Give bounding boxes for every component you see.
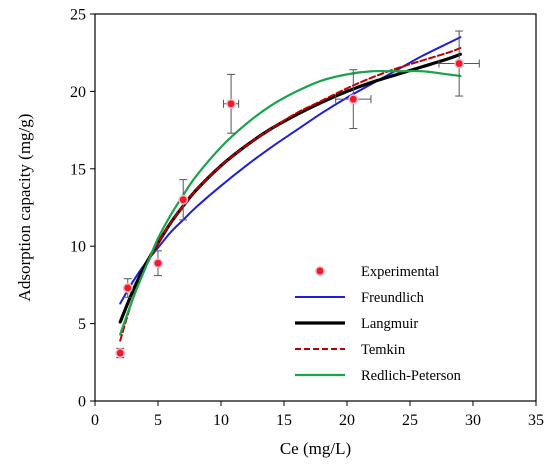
- plot-border: [94, 13, 537, 402]
- y-tick-label: 20: [70, 84, 86, 101]
- x-tick-label: 0: [91, 412, 99, 429]
- series-line-freundlich: [119, 36, 462, 305]
- x-tick-label: 30: [465, 412, 481, 429]
- data-point: [115, 348, 126, 358]
- data-point: [153, 258, 163, 269]
- y-tick-label: 0: [78, 394, 86, 411]
- axes: 0 5 10 15 20 25 30 35 0 5 10 15 20 25: [70, 7, 544, 430]
- error-bars: [116, 30, 480, 359]
- legend-marker-experimental: [315, 266, 325, 276]
- x-axis-title: Ce (mg/L): [280, 439, 351, 458]
- data-point: [122, 283, 133, 293]
- legend-label-redlich-peterson: Redlich-Peterson: [361, 368, 462, 384]
- y-tick-label: 5: [78, 316, 86, 333]
- data-point: [454, 58, 465, 69]
- x-tick-label: 5: [154, 412, 162, 429]
- legend-label-freundlich: Freundlich: [361, 290, 425, 306]
- data-point: [226, 98, 237, 109]
- y-tick-label: 10: [70, 239, 86, 256]
- series-lines: [118, 36, 462, 342]
- x-tick-label: 15: [276, 412, 292, 429]
- series-line-temkin: [119, 47, 462, 342]
- x-tick-label: 10: [213, 412, 229, 429]
- legend-label-experimental: Experimental: [361, 264, 439, 280]
- y-tick-label: 25: [70, 7, 86, 24]
- x-tick-label: 25: [402, 412, 418, 429]
- y-axis-title: Adsorption capacity (mg/g): [15, 114, 34, 302]
- series-line-redlich-peterson: [119, 69, 462, 336]
- data-point: [348, 94, 359, 105]
- plot-area: [94, 13, 537, 402]
- legend-label-temkin: Temkin: [361, 342, 406, 358]
- legend-label-langmuir: Langmuir: [361, 316, 418, 332]
- data-point: [178, 194, 189, 205]
- y-tick-label: 15: [70, 161, 86, 178]
- x-tick-label: 35: [528, 412, 544, 429]
- x-tick-label: 20: [339, 412, 355, 429]
- legend: Experimental Freundlich Langmuir Temkin Redl…: [295, 264, 462, 384]
- data-points: [115, 58, 465, 358]
